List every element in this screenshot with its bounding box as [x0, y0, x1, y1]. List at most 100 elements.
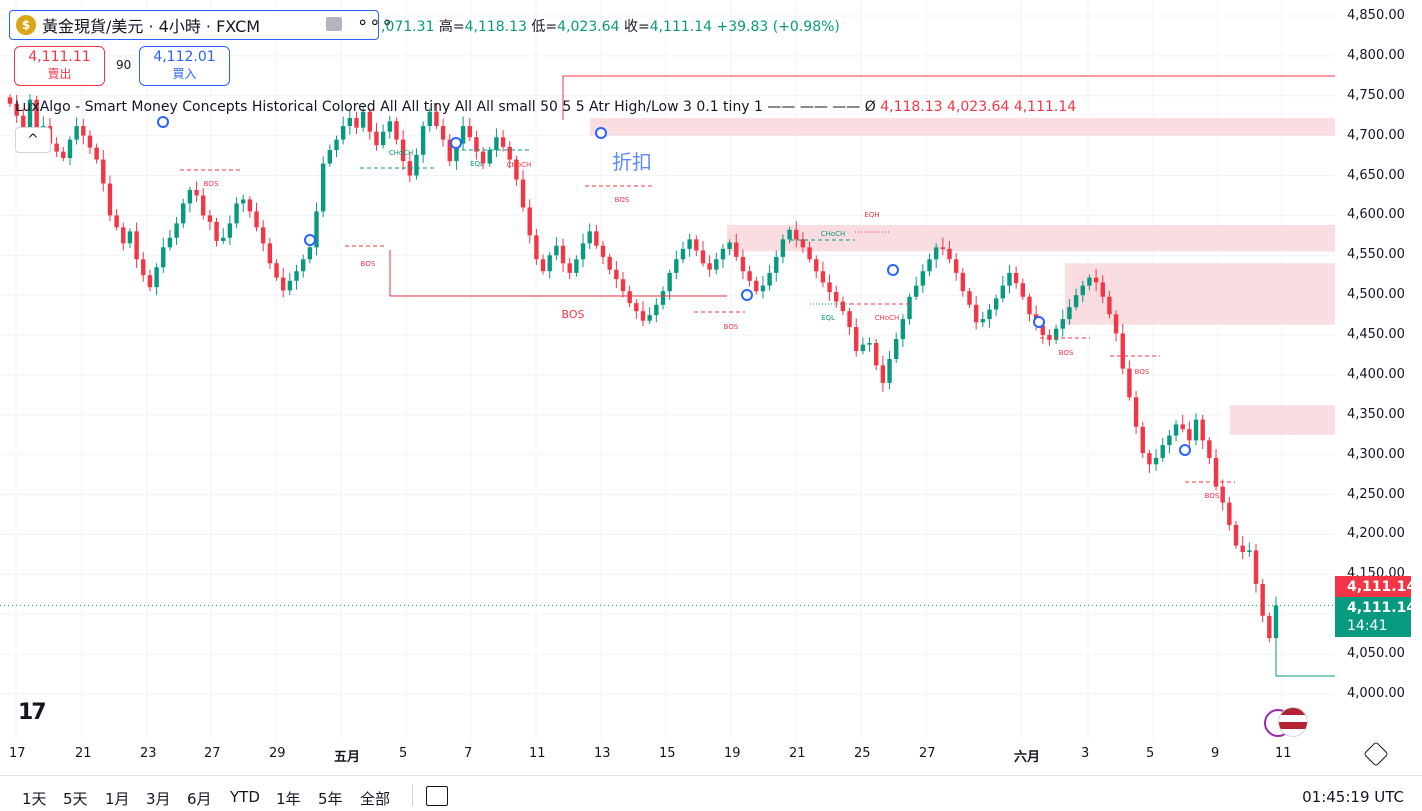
collapse-legend-button[interactable]: ^ [15, 127, 51, 153]
candle-body [54, 143, 59, 152]
range-all[interactable]: 全部 [360, 790, 391, 808]
x-tick-label: 23 [140, 746, 157, 761]
candle-body [854, 327, 859, 352]
candle-body [794, 229, 799, 240]
candle-body [1087, 277, 1092, 286]
candle-body [427, 111, 432, 127]
indicator-legend[interactable]: LuxAlgo - Smart Money Concepts Historica… [15, 99, 1076, 115]
structure-label: BOS [361, 260, 376, 268]
price-chart[interactable]: BOS CHoCH EQL CHoCH BOS BOS BOS BOS CHoCH EQL CHoC… [0, 0, 1335, 740]
candle-body [487, 150, 492, 164]
candle-body [767, 272, 772, 286]
range-5d[interactable]: 5天 [63, 790, 88, 808]
ohlc-low-label: 低= [531, 19, 558, 35]
candle-body [234, 203, 239, 224]
more-options-icon[interactable]: ∘∘∘ [357, 12, 394, 33]
x-tick-label: 11 [1275, 746, 1292, 761]
range-ytd[interactable]: YTD [230, 788, 260, 806]
candle-body [374, 131, 379, 146]
us-flag-icon[interactable] [1278, 707, 1308, 737]
candle-body [840, 301, 846, 312]
candle-body [940, 247, 946, 249]
candle-body [227, 223, 233, 238]
y-tick-label: 4,850.00 [1347, 8, 1405, 23]
candle-body [1020, 283, 1025, 297]
swing-marker-icon [450, 137, 462, 149]
sell-label: 賣出 [47, 67, 72, 81]
settings-gear-icon[interactable] [1363, 741, 1389, 767]
candle-body [1213, 457, 1219, 487]
candle-body [1080, 285, 1085, 296]
candle-body [647, 315, 652, 321]
x-tick-label: 19 [724, 746, 741, 761]
candle-body [654, 304, 659, 316]
buy-button[interactable]: 4,112.01 買入 [139, 46, 230, 86]
candle-body [933, 247, 939, 260]
candle-body [880, 365, 886, 383]
candle-body [134, 231, 139, 260]
candle-body [814, 259, 819, 272]
candle-body [787, 229, 792, 240]
candle-body [121, 227, 126, 244]
range-3m[interactable]: 3月 [146, 790, 171, 808]
buy-label: 買入 [172, 67, 197, 81]
x-tick-label: 11 [529, 746, 546, 761]
symbol-title-box[interactable]: $ 黃金現貨/美元 · 4小時 · FXCM ∘∘∘ [9, 10, 393, 40]
candle-body [34, 99, 39, 132]
candle-body [667, 272, 672, 292]
candle-body [267, 243, 273, 264]
y-tick-label: 4,600.00 [1347, 207, 1405, 223]
current-price-tag: 4,111.14 14:41 [1335, 597, 1416, 637]
x-tick-label: 7 [464, 746, 473, 761]
range-5y[interactable]: 5年 [318, 790, 343, 808]
sell-button[interactable]: 4,111.11 賣出 [14, 46, 105, 86]
candle-body [600, 245, 606, 257]
x-tick-label: 27 [204, 746, 221, 761]
structure-label: BOS [562, 308, 585, 321]
candle-body [660, 291, 666, 305]
candle-body [987, 309, 992, 320]
x-tick-label: 21 [789, 746, 806, 761]
candle-body [947, 248, 952, 260]
range-1y[interactable]: 1年 [276, 790, 301, 808]
x-tick-label: 21 [75, 746, 92, 761]
structure-label: BOS [724, 323, 739, 331]
y-tick-label: 4,500.00 [1347, 287, 1405, 303]
candle-body [480, 151, 486, 164]
candle-body [1233, 524, 1239, 546]
candle-body [367, 111, 373, 132]
candle-body [567, 263, 572, 273]
supply-zone [1230, 405, 1335, 435]
candle-body [467, 126, 472, 138]
candle-body [387, 121, 392, 132]
structure-label: EQH [864, 211, 879, 219]
candle-body [734, 242, 739, 257]
candle-body [27, 99, 33, 128]
ohlc-close-label: 收= [623, 19, 650, 35]
candle-body [700, 250, 706, 264]
candle-body [800, 239, 806, 248]
range-6m[interactable]: 6月 [187, 790, 212, 808]
visibility-icon[interactable] [326, 17, 342, 31]
y-tick-label: 4,000.00 [1347, 686, 1405, 701]
candle-body [740, 256, 746, 272]
range-1d[interactable]: 1天 [22, 790, 47, 808]
candle-body [507, 146, 512, 160]
candle-body [314, 211, 319, 248]
tradingview-logo-icon[interactable]: 17 [18, 700, 47, 725]
candle-body [760, 285, 766, 292]
range-1m[interactable]: 1月 [105, 790, 130, 808]
utc-clock[interactable]: 01:45:19 UTC [1302, 788, 1404, 806]
candle-body [993, 298, 999, 310]
candle-body [354, 118, 359, 128]
candle-body [327, 150, 333, 164]
candle-body [1160, 445, 1165, 458]
go-to-date-icon[interactable] [426, 786, 448, 806]
last-price-tag: 4,111.14 [1335, 576, 1416, 598]
candle-body [634, 303, 639, 312]
candle-body [1067, 307, 1072, 320]
candle-body [687, 239, 692, 249]
x-tick-label: 五月 [334, 750, 361, 765]
candle-body [454, 143, 459, 162]
x-tick-label: 9 [1211, 746, 1220, 761]
